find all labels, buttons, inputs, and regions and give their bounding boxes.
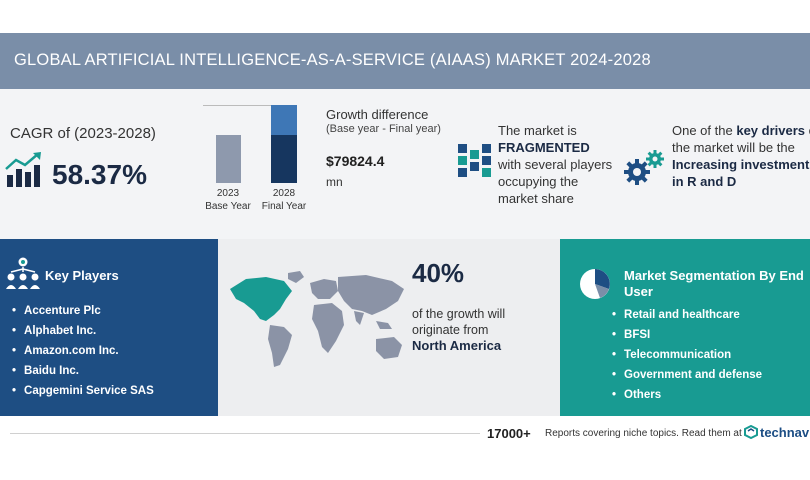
- drivers-emphasis: key drivers: [736, 123, 806, 138]
- footer-text: Reports covering niche topics. Read them…: [545, 428, 742, 439]
- market-fragmented-text: The market is FRAGMENTED with several pl…: [498, 122, 616, 207]
- region-text: of the growth will originate from: [412, 307, 506, 337]
- segmentation-panel: Market Segmentation By End User Retail a…: [560, 239, 810, 416]
- growth-unit: mn: [326, 175, 343, 189]
- segment-item: Retail and healthcare: [612, 305, 762, 325]
- footer-report-count: 17000+: [487, 426, 531, 441]
- fragmented-blocks-icon: [458, 144, 491, 177]
- gears-icon: [624, 150, 664, 185]
- market-line1: The market is: [498, 123, 577, 138]
- key-player-item: Baidu Inc.: [12, 361, 154, 381]
- cagr-label: CAGR of (2023-2028): [10, 125, 156, 142]
- page-title: GLOBAL ARTIFICIAL INTELLIGENCE-AS-A-SERV…: [14, 51, 651, 69]
- key-player-item: Capgemini Service SAS: [12, 381, 154, 401]
- growth-subtitle: (Base year - Final year): [326, 123, 441, 135]
- world-map-icon: [230, 271, 404, 367]
- people-network-icon: [6, 257, 40, 289]
- bar-2023-sub: Base Year: [205, 201, 251, 212]
- segmentation-list: Retail and healthcare BFSI Telecommunica…: [612, 305, 762, 405]
- bar-2028-base: [271, 135, 297, 183]
- south-america-shape: [268, 325, 292, 367]
- bar-2023: [216, 135, 241, 183]
- region-panel: [218, 239, 560, 416]
- segment-item: Government and defense: [612, 365, 762, 385]
- region-percent: 40%: [412, 258, 465, 288]
- cagr-value: 58.37%: [52, 159, 147, 190]
- market-emphasis: FRAGMENTED: [498, 140, 590, 155]
- bar-2023-year: 2023: [216, 188, 240, 199]
- africa-shape: [312, 303, 344, 353]
- technavio-brand[interactable]: technavio: [760, 425, 810, 440]
- bar-2028-sub: Final Year: [261, 201, 307, 212]
- footer-divider: [10, 433, 480, 434]
- asia-shape: [338, 275, 404, 315]
- key-players-panel: Key Players Accenture Plc Alphabet Inc. …: [0, 239, 218, 416]
- key-players-title: Key Players: [45, 268, 119, 283]
- key-player-item: Alphabet Inc.: [12, 321, 154, 341]
- europe-shape: [310, 279, 338, 299]
- key-drivers-text: One of the key drivers of the market wil…: [672, 122, 810, 190]
- segment-item: Others: [612, 385, 762, 405]
- bar-2028-label: 2028 Final Year: [254, 187, 314, 213]
- market-line2: with several players occupying the marke…: [498, 157, 613, 206]
- drivers-driver: Increasing investment in R and D: [672, 157, 810, 189]
- growth-value: $79824.4: [326, 153, 385, 169]
- growth-title: Growth difference: [326, 107, 429, 122]
- bar-2028-year: 2028: [272, 188, 296, 199]
- segmentation-title: Market Segmentation By End User: [624, 268, 804, 299]
- australia-shape: [376, 337, 402, 359]
- bar-2023-label: 2023 Base Year: [198, 187, 258, 213]
- islands-shape: [376, 321, 392, 329]
- segment-item: Telecommunication: [612, 345, 762, 365]
- technavio-logo-icon: [744, 425, 758, 439]
- north-america-shape: [230, 277, 292, 321]
- bar-2028-growth: [271, 105, 297, 135]
- greenland-shape: [288, 271, 304, 283]
- key-player-item: Accenture Plc: [12, 301, 154, 321]
- drivers-line2: of the market will be the: [672, 123, 810, 155]
- stats-row: CAGR of (2023-2028) 58.37% 2023 Base Yea…: [0, 89, 810, 239]
- india-shape: [354, 311, 364, 325]
- key-players-list: Accenture Plc Alphabet Inc. Amazon.com I…: [12, 301, 154, 401]
- drivers-line1: One of the: [672, 123, 733, 138]
- bar-chart-trend-icon: [5, 152, 41, 187]
- key-player-item: Amazon.com Inc.: [12, 341, 154, 361]
- growth-bracket-line: [203, 105, 271, 106]
- region-name: North America: [412, 338, 502, 353]
- header-banner: GLOBAL ARTIFICIAL INTELLIGENCE-AS-A-SERV…: [0, 33, 810, 89]
- pie-chart-icon: [580, 269, 610, 299]
- segment-item: BFSI: [612, 325, 762, 345]
